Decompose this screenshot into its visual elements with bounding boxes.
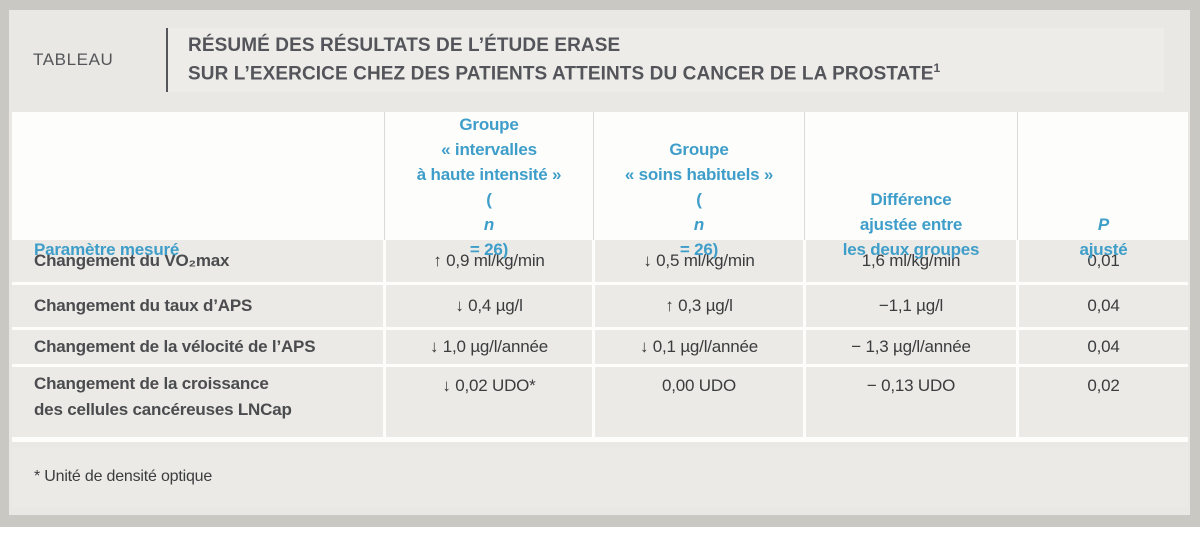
column-divider [1017,112,1018,240]
cell-usual-care-value: ↓ 0,1 µg/l/année [595,330,803,364]
cell-usual-care-value: 0,00 UDO [595,367,803,437]
cell-p-value: 0,04 [1019,330,1188,364]
row-label: Changement du VO₂max [12,240,383,282]
cell-usual-care-value: ↓ 0,5 ml/kg/min [595,240,803,282]
cell-difference-value: −1,1 µg/l [806,285,1016,327]
cell-hiit-value: ↓ 0,02 UDO* [386,367,592,437]
cell-difference-value: 1,6 ml/kg/min [806,240,1016,282]
column-divider [593,112,594,240]
cell-difference-value: − 0,13 UDO [806,367,1016,437]
figure-title-box: RÉSUMÉ DES RÉSULTATS DE L’ÉTUDE ERASE SU… [168,28,1164,92]
figure-header: TABLEAU RÉSUMÉ DES RÉSULTATS DE L’ÉTUDE … [33,28,1164,92]
cell-difference-value: − 1,3 µg/l/année [806,330,1016,364]
table-row-psa-velocity: Changement de la vélocité de l’APS ↓ 1,0… [12,330,1188,364]
figure-title-line2-text: SUR L’EXERCICE CHEZ DES PATIENTS ATTEINT… [188,63,934,85]
table-row-lncap-growth: Changement de la croissance des cellules … [12,367,1188,437]
column-header-adjusted-p: P ajusté [1079,215,1128,259]
table-row-vo2max: Changement du VO₂max ↑ 0,9 ml/kg/min ↓ 0… [12,240,1188,282]
figure-title-line1: RÉSUMÉ DES RÉSULTATS DE L’ÉTUDE ERASE [188,34,621,56]
column-header-usual-care-group: Groupe « soins habituels »(n = 26) [624,140,774,259]
row-label: Changement de la croissance des cellules … [12,367,383,437]
title-superscript: 1 [933,60,941,75]
footnote-text: * Unité de densité optique [34,468,213,485]
cell-p-value: 0,01 [1019,240,1188,282]
row-label: Changement du taux d’APS [12,285,383,327]
figure-kicker: TABLEAU [33,50,114,69]
column-header-hiit-group: Groupe « intervalles à haute intensité »(n… [416,115,562,259]
table-header-row: Paramètre mesuré Groupe « intervalles à ha… [12,112,1188,259]
header-divider [166,28,168,92]
table-body: Changement du VO₂max ↑ 0,9 ml/kg/min ↓ 0… [12,240,1188,442]
column-divider [804,112,805,240]
results-table: Paramètre mesuré Groupe « intervalles à ha… [12,112,1188,442]
figure-title-line2: SUR L’EXERCICE CHEZ DES PATIENTS ATTEINT… [188,61,1164,85]
figure-panel: TABLEAU RÉSUMÉ DES RÉSULTATS DE L’ÉTUDE … [9,10,1190,515]
cell-p-value: 0,04 [1019,285,1188,327]
cell-usual-care-value: ↑ 0,3 µg/l [595,285,803,327]
cell-p-value: 0,02 [1019,367,1188,437]
cell-hiit-value: ↓ 1,0 µg/l/année [386,330,592,364]
column-divider [384,112,385,240]
table-row-psa-level: Changement du taux d’APS ↓ 0,4 µg/l ↑ 0,… [12,285,1188,327]
cell-hiit-value: ↓ 0,4 µg/l [386,285,592,327]
column-header-adjusted-difference: Différence ajustée entre les deux groupes [842,190,980,259]
cell-hiit-value: ↑ 0,9 ml/kg/min [386,240,592,282]
footnote: * Unité de densité optique [12,447,1188,507]
row-label: Changement de la vélocité de l’APS [12,330,383,364]
column-header-parameter: Paramètre mesuré [34,240,180,259]
